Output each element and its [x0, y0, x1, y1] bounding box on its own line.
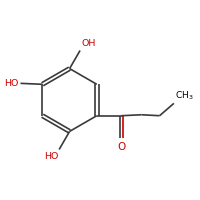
Text: HO: HO — [5, 79, 19, 88]
Text: OH: OH — [81, 39, 95, 48]
Text: O: O — [117, 142, 126, 152]
Text: HO: HO — [44, 152, 58, 161]
Text: CH$_3$: CH$_3$ — [175, 89, 193, 102]
